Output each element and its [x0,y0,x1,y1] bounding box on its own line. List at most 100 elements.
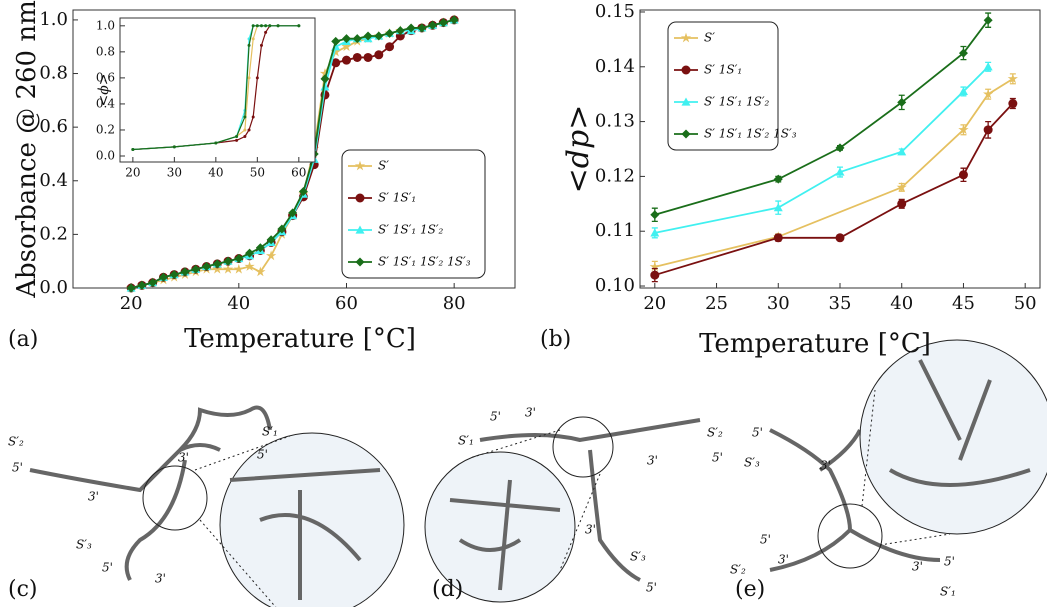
marker [428,20,438,30]
zoom-circle [859,339,1047,535]
strand-label: S′₃ [744,456,760,470]
legend-label: S′ 1S′₁ 1S′₂ [704,95,770,109]
y-tick-label: 1.0 [96,18,115,32]
strand-label: S′₂ [8,435,24,449]
marker [438,18,448,28]
strand-label: 3' [155,572,166,586]
marker [650,270,660,280]
marker [191,264,201,274]
y-tick-label: 1.0 [39,9,68,30]
marker [406,23,416,33]
marker [320,74,330,84]
marker [251,115,255,119]
marker [355,225,365,234]
marker [266,235,276,245]
strand [479,418,701,582]
marker [235,138,239,142]
plot-frame [119,17,316,163]
marker [277,224,287,234]
zoom-circle [552,416,614,478]
marker [131,148,135,152]
marker [251,24,255,28]
x-tick-label: 35 [829,293,852,314]
marker [958,124,969,135]
marker [352,34,362,44]
zoom-connectors [194,389,951,607]
connector [194,435,291,471]
marker [214,141,218,145]
marker [233,263,244,274]
legend-box [341,149,486,279]
marker [983,125,993,135]
zoom-circle [817,503,883,569]
marker [385,42,395,52]
marker [268,24,272,28]
marker [835,167,845,176]
x-tick-label: 40 [227,293,250,314]
strand-label: 5' [257,448,268,462]
marker [385,28,395,38]
x-tick-label: 60 [291,165,306,179]
marker [983,62,993,71]
strand [449,479,561,591]
x-axis-label: Temperature [°C] [699,329,931,359]
marker [172,145,176,149]
strand-label: 3' [820,459,831,473]
marker [330,46,341,57]
marker [247,128,251,132]
strand-label: S′₁ [940,585,956,599]
marker [341,41,352,52]
x-tick-label: 20 [125,165,140,179]
strand-label: 3' [585,523,596,537]
strand-label: S′₃ [76,538,92,552]
marker [319,68,331,78]
marker [255,266,266,277]
legend-label: S′ 1S′₁ 1S′₂ 1S′₃ [378,255,471,269]
strand-label: 5' [102,561,113,575]
x-tick-label: 20 [643,293,666,314]
legend-box [667,21,779,151]
legend-label: S′ 1S′₁ [378,191,416,205]
x-tick-label: 40 [208,165,223,179]
legend-label: S′ 1S′₁ 1S′₂ [378,223,444,237]
strand-label: 5' [12,461,23,475]
strand-label: 3' [88,490,99,504]
marker [331,58,341,68]
marker [680,32,692,43]
y-tick-label: 0.4 [96,96,115,110]
strand-label: 3' [912,560,923,574]
marker [681,97,691,106]
marker [243,128,247,132]
marker [363,52,373,62]
strand-label: 5' [760,533,771,547]
marker [958,170,968,180]
strand-label: 5' [646,581,657,595]
panel-label: (b) [540,327,571,352]
marker [681,129,691,139]
marker [681,65,691,75]
zoom-circle [424,451,576,603]
marker [234,254,244,264]
marker [235,134,239,138]
strand-label: 5' [712,451,723,465]
marker [126,283,136,293]
marker [259,24,263,28]
strand-label: 3' [178,451,189,465]
x-tick-label: 30 [767,293,790,314]
marker [649,261,660,272]
strand-label: S′₃ [630,550,646,564]
marker [255,76,259,80]
connector [559,473,601,571]
marker [212,259,222,269]
marker [247,43,251,47]
marker [180,267,190,277]
strand-label: 5' [944,555,955,569]
y-tick-label: 0.2 [39,223,68,244]
marker [255,24,259,28]
strand-label: S′₁ [458,434,474,448]
strand-label: S′₂ [707,426,723,440]
legend-label: S′ [378,159,389,173]
marker [650,228,660,237]
panel-label: (e) [735,577,765,602]
y-tick-label: 0.13 [595,111,635,132]
